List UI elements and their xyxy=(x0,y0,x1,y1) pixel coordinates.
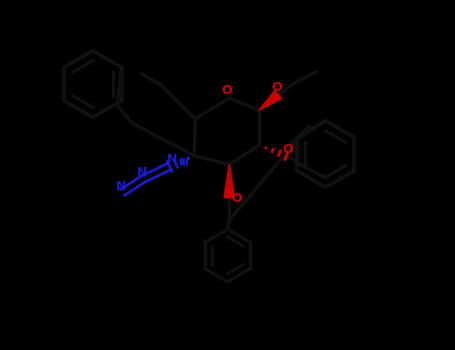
Text: O: O xyxy=(271,81,282,94)
Polygon shape xyxy=(259,90,282,110)
Text: O: O xyxy=(221,84,232,97)
Text: O: O xyxy=(232,192,242,205)
Polygon shape xyxy=(224,164,234,198)
Text: O: O xyxy=(283,143,293,156)
Text: N: N xyxy=(137,166,147,180)
Text: N: N xyxy=(167,153,178,167)
Text: N: N xyxy=(116,180,126,193)
